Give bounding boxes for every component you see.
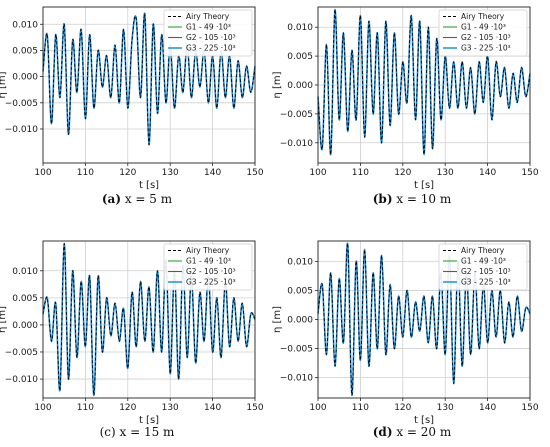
chart-panel-2: 100 110 120 130 140 150 −0.010 −0.005 0.000 0.005…: [272, 6, 539, 206]
y-tick-label: 0.000: [287, 81, 313, 91]
legend-label: G3 - 225 ·10³: [186, 44, 236, 53]
legend-label: G2 - 105 ·10³: [461, 33, 511, 42]
legend-label: G1 - 49 ·10³: [186, 23, 231, 32]
y-tick-label: −0.010: [280, 139, 314, 149]
plot-frame: [42, 240, 256, 399]
legend-label: G3 - 225 ·10³: [461, 44, 511, 53]
legend-label: G2 - 105 ·10³: [186, 33, 236, 42]
x-tick-label: 110: [352, 403, 369, 413]
x-tick-label: 120: [119, 168, 136, 178]
x-tick-label: 140: [479, 403, 496, 413]
y-axis-label: η [m]: [272, 306, 283, 333]
series-line-1: [42, 243, 256, 396]
caption-text: x = 20 m: [393, 425, 452, 439]
x-tick-label: 140: [204, 403, 221, 413]
legend-box: [438, 9, 528, 57]
x-tick-label: 150: [521, 168, 538, 178]
x-tick-label: 110: [77, 403, 94, 413]
x-axis-label: t [s]: [414, 415, 434, 426]
x-tick-label: 130: [162, 168, 179, 178]
caption-text: x = 15 m: [116, 425, 175, 439]
y-tick-label: 0.005: [12, 294, 38, 304]
panel-caption: (c) x = 15 m: [100, 425, 175, 439]
x-tick-label: 130: [437, 403, 454, 413]
x-tick-label: 140: [479, 168, 496, 178]
caption-letter: (d): [373, 425, 393, 439]
legend-label: Airy Theory: [461, 246, 505, 255]
y-tick-label: 0.010: [12, 267, 38, 277]
y-axis-label: η [m]: [0, 71, 8, 98]
y-axis-label: η [m]: [0, 306, 8, 333]
legend-label: G2 - 105 ·10³: [186, 267, 236, 276]
legend-box: [163, 9, 253, 57]
y-tick-label: 0.010: [287, 23, 313, 33]
y-tick-label: −0.005: [5, 99, 38, 109]
chart-panel-4: 100 110 120 130 140 150 −0.010 −0.005 0.000 0.005…: [272, 240, 539, 439]
caption-text: x = 5 m: [121, 192, 173, 206]
y-tick-label: −0.005: [280, 345, 313, 355]
legend-label: G3 - 225 ·10³: [186, 278, 236, 287]
legend-label: G1 - 49 ·10³: [461, 257, 506, 266]
plot-frame: [42, 6, 256, 164]
y-tick-label: −0.005: [5, 348, 38, 358]
x-tick-label: 140: [204, 168, 221, 178]
y-tick-label: 0.005: [12, 46, 38, 56]
x-tick-label: 100: [309, 168, 326, 178]
legend-label: G2 - 105 ·10³: [461, 267, 511, 276]
x-tick-label: 130: [437, 168, 454, 178]
x-tick-label: 120: [394, 403, 411, 413]
x-tick-label: 150: [246, 403, 263, 413]
x-axis-label: t [s]: [139, 415, 159, 426]
x-tick-label: 150: [521, 403, 538, 413]
x-tick-label: 110: [77, 168, 94, 178]
x-tick-label: 100: [34, 168, 51, 178]
y-tick-label: 0.000: [12, 73, 38, 83]
y-tick-label: −0.010: [280, 374, 314, 384]
chart-panel-1: 100 110 120 130 140 150 −0.010 −0.005 0.000 0.005…: [0, 6, 264, 206]
legend-label: G1 - 49 ·10³: [186, 257, 231, 266]
legend-box: [163, 243, 253, 291]
legend-label: G1 - 49 ·10³: [461, 23, 506, 32]
y-tick-label: 0.000: [12, 321, 38, 331]
panel-caption: (b) x = 10 m: [373, 192, 452, 206]
y-tick-label: −0.010: [5, 125, 39, 135]
x-tick-label: 100: [309, 403, 326, 413]
panel-caption: (d) x = 20 m: [373, 425, 452, 439]
y-axis-label: η [m]: [272, 71, 283, 98]
caption-letter: (a): [102, 192, 121, 206]
legend-box: [438, 243, 528, 291]
x-tick-label: 100: [34, 403, 51, 413]
y-tick-label: 0.010: [12, 20, 38, 30]
series-line-1: [317, 9, 531, 155]
panel-caption: (a) x = 5 m: [102, 192, 173, 206]
x-tick-label: 130: [162, 403, 179, 413]
chart-panel-3: 100 110 120 130 140 150 −0.010 −0.005 0.000 0.005…: [0, 240, 264, 439]
y-tick-label: −0.005: [280, 110, 313, 120]
x-axis-label: t [s]: [414, 180, 434, 191]
legend-label: Airy Theory: [461, 12, 505, 21]
caption-letter: (b): [373, 192, 393, 206]
y-tick-label: 0.010: [287, 257, 313, 267]
legend-label: Airy Theory: [186, 246, 230, 255]
series-line-1: [42, 13, 256, 146]
x-axis-label: t [s]: [139, 180, 159, 191]
series-line-1: [317, 243, 531, 396]
caption-letter: (c): [100, 425, 116, 439]
y-tick-label: 0.000: [287, 316, 313, 326]
legend-label: Airy Theory: [186, 12, 230, 21]
y-tick-label: 0.005: [287, 286, 313, 296]
x-tick-label: 110: [352, 168, 369, 178]
x-tick-label: 150: [246, 168, 263, 178]
y-tick-label: −0.010: [5, 375, 39, 385]
legend-label: G3 - 225 ·10³: [461, 278, 511, 287]
x-tick-label: 120: [394, 168, 411, 178]
caption-text: x = 10 m: [393, 192, 452, 206]
y-tick-label: 0.005: [287, 52, 313, 62]
x-tick-label: 120: [119, 403, 136, 413]
